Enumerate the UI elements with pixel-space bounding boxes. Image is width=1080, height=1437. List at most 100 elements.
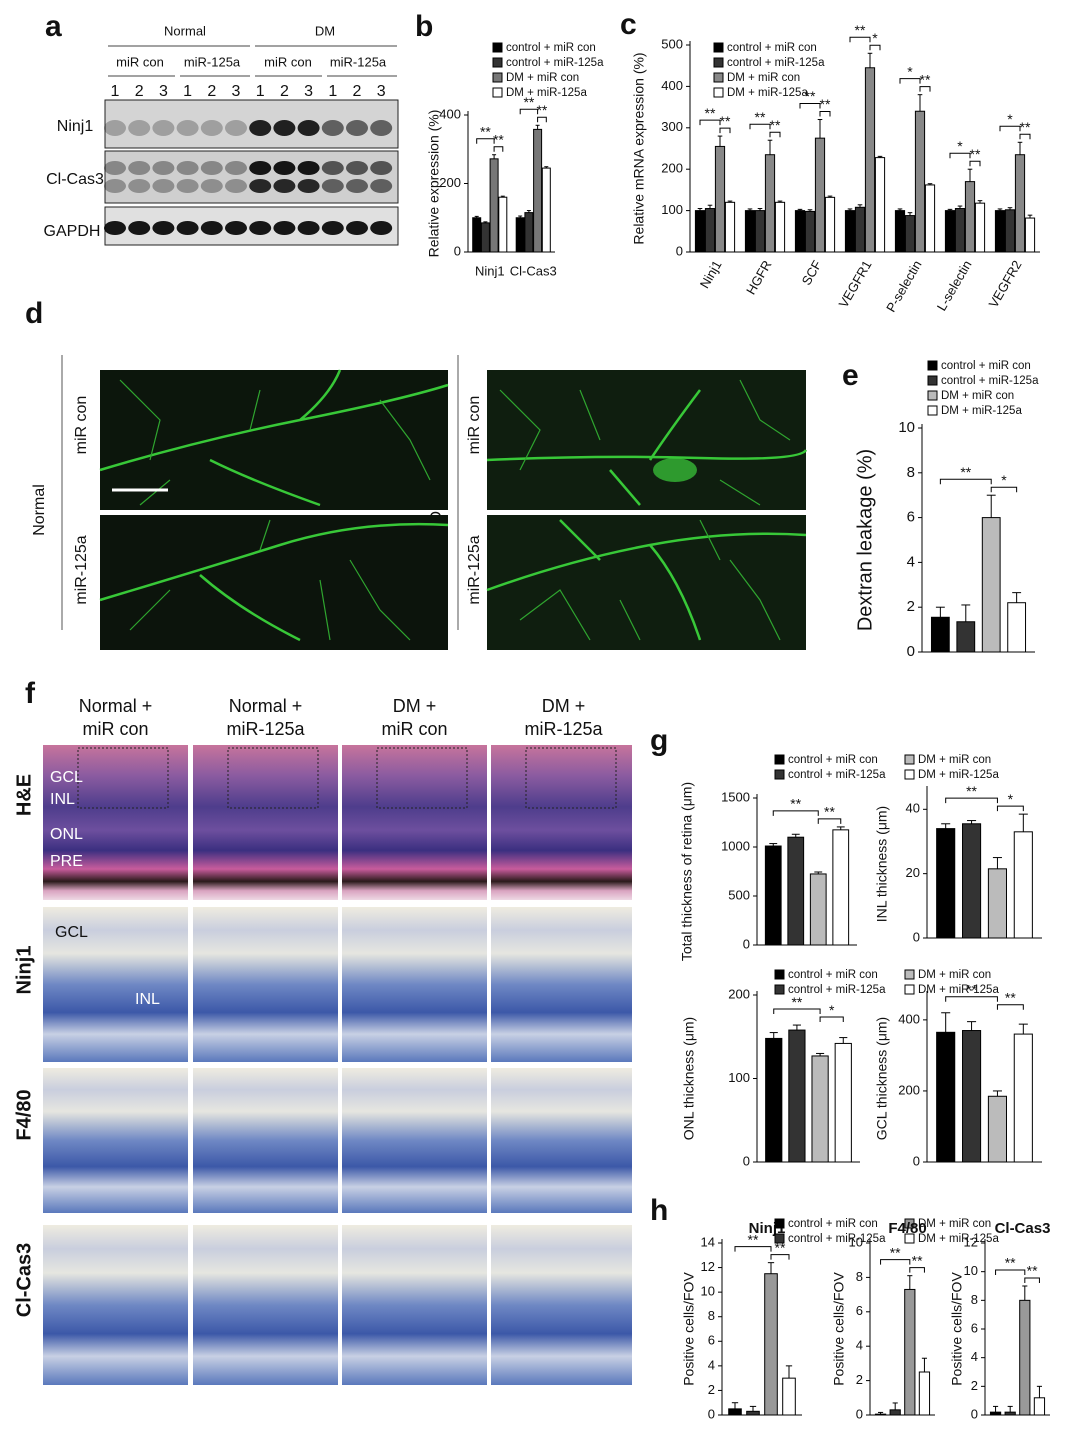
legend-swatch [927, 405, 938, 416]
x-tick-label: Ninj1 [697, 258, 725, 291]
bar [515, 217, 525, 253]
bar [724, 201, 736, 253]
y-tick-label: 10 [964, 1263, 978, 1278]
y-tick-label: 0 [708, 1406, 715, 1421]
bar [533, 128, 543, 253]
bar [974, 202, 986, 253]
significance-bracket [773, 1008, 821, 1015]
legend-label: control + miR-125a [506, 57, 604, 69]
bar [774, 201, 786, 253]
bar-chart: 0 2 4 6 8 10 Positive cells/FOV F4/80 ** ** [831, 1220, 935, 1421]
y-axis-label: Dextran leakage (%) [854, 449, 876, 631]
row-label: Ninj1 [13, 946, 35, 995]
bar [472, 217, 482, 253]
bar [704, 208, 716, 253]
bar [694, 210, 706, 253]
band [176, 221, 199, 235]
legend-label: DM + miR-125a [506, 87, 587, 99]
bar [844, 210, 856, 253]
y-tick-label: 100 [661, 202, 683, 217]
significance-label: ** [755, 109, 766, 125]
significance-bracket [799, 103, 821, 109]
histology-image [342, 1225, 487, 1385]
histology-image [342, 745, 487, 900]
y-axis-label: INL thickness (μm) [874, 806, 890, 922]
significance-bracket [772, 810, 819, 816]
bar [480, 222, 490, 253]
x-tick-label: HGFR [743, 258, 774, 297]
band [200, 120, 223, 136]
bar [765, 1037, 783, 1163]
bar [744, 210, 756, 253]
significance-label: ** [720, 113, 731, 129]
band [152, 179, 175, 193]
row-label: Cl-Cas3 [13, 1243, 35, 1317]
row-label: H&E [13, 774, 35, 816]
fluorescence-image [99, 515, 449, 650]
band [249, 161, 272, 175]
significance-label: ** [775, 1239, 786, 1255]
bar [1019, 1299, 1031, 1416]
column-header: miR-125a [524, 719, 603, 739]
layer-label: INL [50, 791, 75, 808]
bar-chart: 0 200 400 GCL thickness (μm) ** ** [874, 981, 1042, 1168]
histology-image [43, 907, 188, 1062]
significance-bracket [919, 86, 931, 92]
histology-image [193, 1225, 338, 1385]
legend-swatch [774, 754, 785, 765]
legend-label: DM + miR con [918, 1218, 991, 1230]
significance-label: ** [855, 22, 866, 38]
panel-label: c [620, 8, 637, 41]
y-tick-label: 1500 [721, 789, 750, 804]
layer-label: INL [135, 991, 160, 1008]
lane-label: 2 [353, 83, 362, 100]
y-tick-label: 8 [971, 1292, 978, 1307]
bar [989, 1411, 1002, 1416]
significance-label: * [1001, 472, 1007, 488]
y-tick-label: 20 [906, 865, 920, 880]
bar [987, 868, 1007, 939]
significance-bracket [999, 125, 1021, 132]
inset-box [525, 747, 617, 809]
histology-image [43, 745, 188, 900]
bar [809, 873, 827, 946]
y-axis-label: GCL thickness (μm) [874, 1017, 890, 1140]
bar [874, 1413, 887, 1416]
legend-label: DM + miR con [918, 969, 991, 981]
legend-label: control + miR-125a [788, 1233, 886, 1245]
blot-row-label: Ninj1 [57, 118, 94, 135]
legend-label: DM + miR-125a [918, 1233, 999, 1245]
histology-image [491, 1068, 632, 1213]
y-tick-label: 14 [701, 1234, 715, 1249]
significance-label: * [957, 138, 963, 154]
bar [754, 210, 766, 253]
x-tick-label: VEGFR2 [986, 258, 1025, 311]
band [225, 179, 247, 193]
layer-label: PRE [50, 853, 83, 870]
y-tick-label: 0 [743, 1153, 750, 1168]
bar [954, 208, 966, 253]
legend-swatch [774, 1218, 785, 1229]
band [273, 120, 296, 136]
y-tick-label: 0 [971, 1406, 978, 1421]
bar [981, 517, 1001, 653]
y-tick-label: 400 [898, 1011, 920, 1026]
band [176, 161, 199, 175]
y-tick-label: 200 [439, 175, 461, 190]
y-tick-label: 0 [454, 243, 461, 258]
x-tick-label: L-selectin [934, 258, 975, 314]
legend-label: control + miR-125a [788, 984, 886, 996]
y-tick-label: 0 [913, 929, 920, 944]
x-tick-label: VEGFR1 [836, 258, 875, 311]
y-tick-label: 40 [906, 801, 920, 816]
bar [782, 1377, 796, 1416]
y-tick-label: 0 [913, 1153, 920, 1168]
significance-label: ** [791, 994, 802, 1010]
x-tick-label: SCF [799, 258, 825, 288]
column-header: miR con [381, 719, 447, 739]
bar [1004, 1411, 1016, 1416]
y-tick-label: 0 [676, 243, 683, 258]
bar [894, 210, 906, 253]
lane-label: 3 [159, 83, 168, 100]
